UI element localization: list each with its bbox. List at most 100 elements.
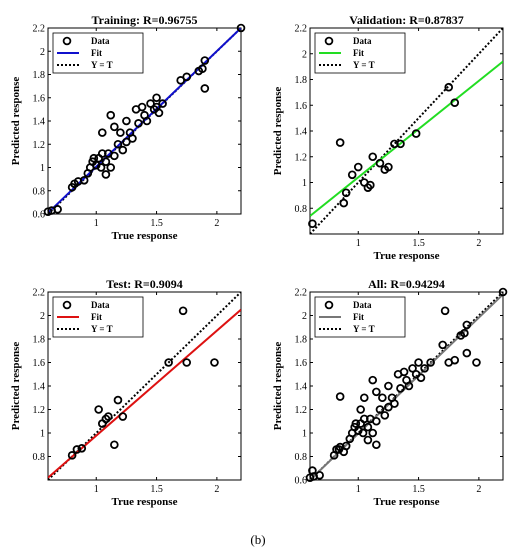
legend-entry: Data <box>91 300 110 310</box>
y-tick-label: 2.2 <box>295 24 308 35</box>
x-axis-label: True response <box>112 230 178 242</box>
legend-entry: Fit <box>91 312 102 322</box>
y-axis-label: Predicted response <box>272 342 284 431</box>
y-tick-label: 2.2 <box>295 288 308 299</box>
y-tick-label: 1 <box>40 429 45 440</box>
data-point <box>462 320 472 330</box>
data-point <box>358 428 368 438</box>
legend-data-marker <box>62 36 72 46</box>
data-point <box>110 151 119 161</box>
y-tick-label: 1.2 <box>295 405 308 416</box>
chart-title: Training: R=0.96755 <box>92 13 198 27</box>
data-point <box>94 405 103 414</box>
data-point <box>396 384 405 393</box>
x-tick-label: 1 <box>94 218 99 229</box>
x-tick-label: 2 <box>476 238 481 249</box>
x-axis-label: True response <box>374 496 440 508</box>
validation-panel: 1 1.5 2 0.8 1 1.2 1.4 1.6 1.8 2 2.2 Data Fit Y = T Val… <box>272 13 504 262</box>
legend-entry: Data <box>91 36 110 46</box>
x-axis-label: True response <box>374 250 440 262</box>
data-point <box>113 395 123 405</box>
y-tick-label: 1.4 <box>33 382 46 393</box>
data-point <box>210 358 219 367</box>
data-point <box>347 170 357 180</box>
legend-data-marker <box>62 300 72 310</box>
data-point <box>315 470 324 480</box>
data-point <box>378 393 387 403</box>
legend-data-marker <box>324 36 334 46</box>
y-tick-label: 1.6 <box>295 358 308 369</box>
data-point <box>384 381 393 391</box>
y-axis-label: Predicted response <box>10 342 22 431</box>
data-point <box>408 364 417 373</box>
data-point <box>106 110 116 120</box>
y-tick-label: 1.8 <box>33 335 46 346</box>
data-point <box>375 158 385 168</box>
x-tick-label: 1.5 <box>412 238 425 249</box>
data-point <box>498 287 508 297</box>
x-tick-label: 1 <box>94 484 99 495</box>
data-point <box>472 358 481 367</box>
x-tick-label: 1.5 <box>150 218 163 229</box>
data-point <box>450 98 460 107</box>
data-point <box>384 402 393 412</box>
data-point <box>335 138 345 147</box>
data-point <box>414 358 423 367</box>
legend-entry: Y = T <box>91 60 113 70</box>
data-point <box>375 405 385 414</box>
legend-entry: Fit <box>353 48 364 58</box>
y-tick-label: 1 <box>302 429 307 440</box>
data-point <box>101 157 111 166</box>
data-point <box>339 198 349 208</box>
data-point <box>372 416 381 426</box>
y-tick-label: 1.4 <box>295 127 308 138</box>
y-tick-label: 1.2 <box>295 152 308 163</box>
data-point <box>152 93 161 103</box>
data-point <box>351 419 361 428</box>
y-tick-label: 1 <box>302 178 307 189</box>
data-point <box>146 99 155 108</box>
data-point <box>444 82 454 92</box>
all-panel: 1 1.5 2 0.6 0.8 1 1.2 1.4 1.6 1.8 2 2.2 Data Fit Y = T… <box>272 277 508 508</box>
x-tick-label: 1.5 <box>150 484 163 495</box>
chart-title: Validation: R=0.87837 <box>349 13 463 27</box>
data-point <box>176 76 185 85</box>
y-tick-label: 1.8 <box>295 335 308 346</box>
data-point <box>200 56 210 65</box>
data-point <box>366 180 375 190</box>
data-point <box>72 445 82 454</box>
data-point <box>372 440 381 450</box>
data-point <box>198 64 207 73</box>
data-point <box>101 170 111 179</box>
data-point <box>363 435 373 445</box>
legend-entry: Y = T <box>91 324 113 334</box>
training-panel: 1 1.5 2 0.6 0.8 1 1.2 1.4 1.6 1.8 2 2.2 Data Fit Y = T… <box>10 13 246 242</box>
data-point <box>178 306 188 316</box>
data-point <box>356 405 365 414</box>
fit-line <box>310 60 503 217</box>
data-point <box>335 392 345 401</box>
chart-title: All: R=0.94294 <box>368 277 445 291</box>
data-point <box>399 367 409 377</box>
data-point <box>426 358 435 367</box>
y-tick-label: 1 <box>40 163 45 174</box>
data-point <box>182 72 192 82</box>
data-point <box>67 451 77 460</box>
data-point <box>152 102 161 112</box>
test-panel: 1 1.5 2 0.8 1 1.2 1.4 1.6 1.8 2 2.2 Data Fit Y = T Tes… <box>10 277 242 508</box>
data-point <box>380 411 390 420</box>
y-tick-label: 1.6 <box>295 101 308 112</box>
data-point <box>158 99 167 108</box>
y-tick-label: 1.2 <box>33 405 46 416</box>
data-point <box>89 153 99 163</box>
legend-entry: Data <box>353 36 372 46</box>
data-point <box>368 152 378 162</box>
y-tick-label: 2.2 <box>33 288 46 299</box>
data-point <box>411 129 421 138</box>
data-point <box>462 348 472 358</box>
data-point <box>390 399 399 408</box>
data-point <box>118 412 128 421</box>
data-point <box>384 162 393 172</box>
data-point <box>308 219 317 229</box>
